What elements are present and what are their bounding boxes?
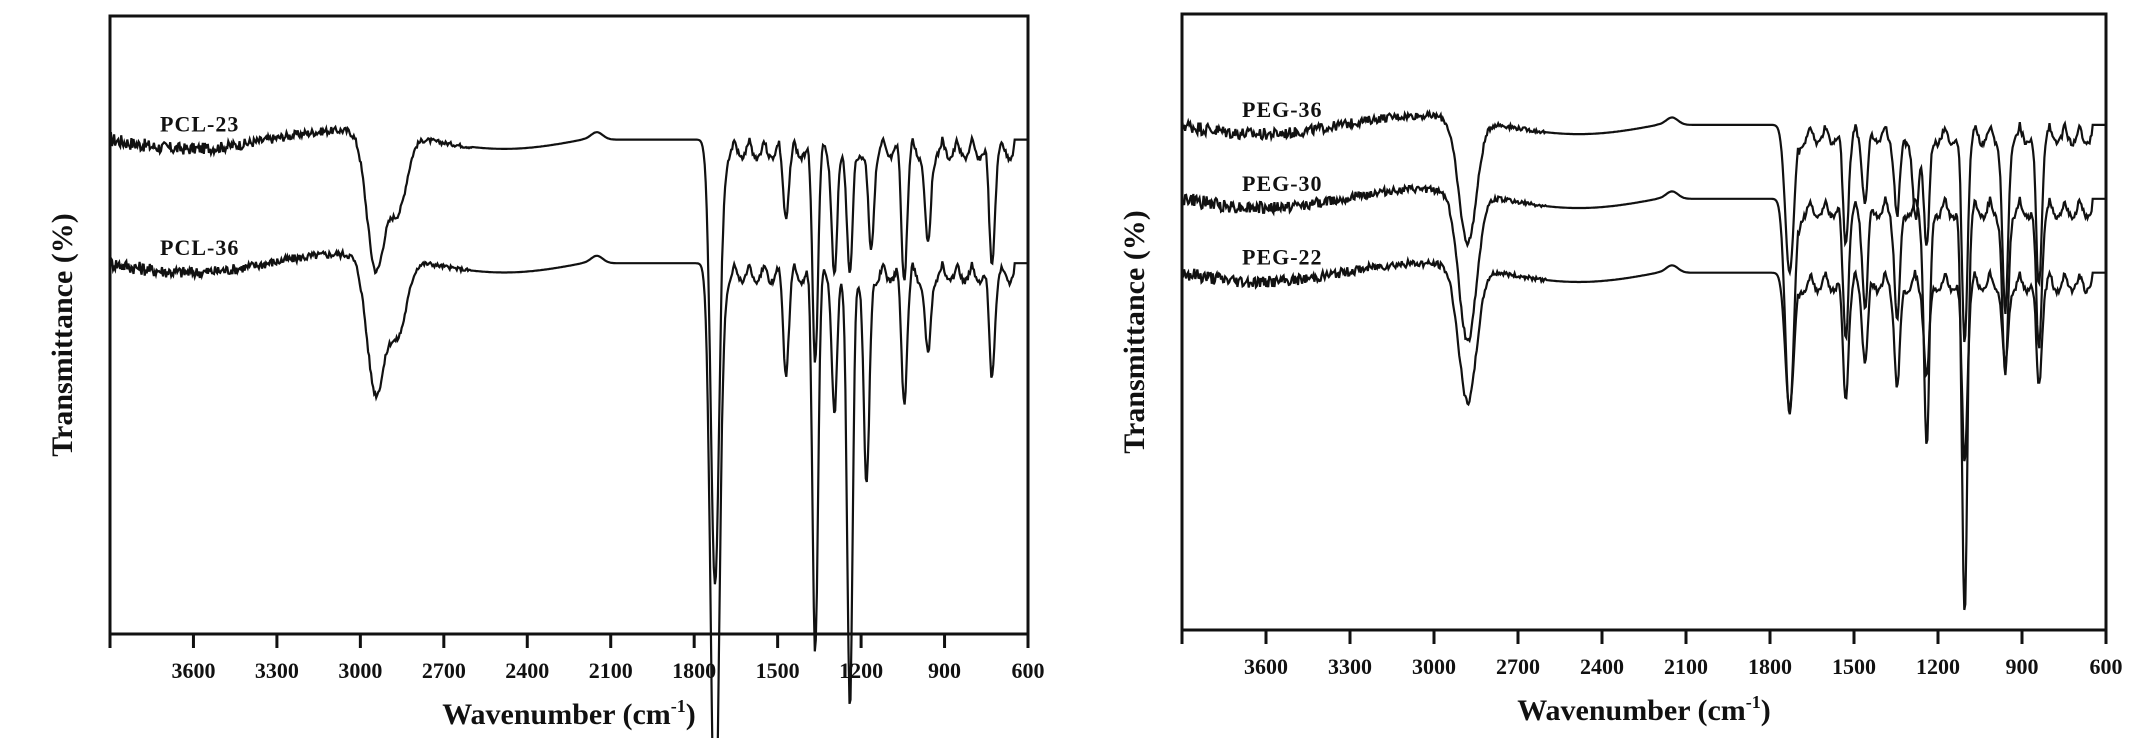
x-tick-label: 3000 [338,658,382,683]
left-chart: 3600 3300 3000 2700 2400 2100 1800 1500 1200 900 6… [46,14,1045,738]
x-axis-title: Wavenumber (cm-1) [442,696,696,731]
x-tick-label: 600 [1012,658,1045,683]
series-label: PCL-36 [160,235,239,260]
left-chart-plot: 3600 3300 3000 2700 2400 2100 1800 1500 1200 900 6… [46,14,1045,738]
x-tick-label: 3300 [1328,654,1372,679]
spectrum-line-peg-36 [1180,108,2106,343]
x-tick-label: 1800 [1748,654,1792,679]
spectrum-line-pcl-23 [109,124,1028,585]
x-tick-label: 1500 [756,658,800,683]
x-tick-label: 1200 [1916,654,1960,679]
x-axis-title: Wavenumber (cm-1) [1517,692,1771,727]
x-tick-label: 3600 [171,658,215,683]
x-tick-label: 1200 [839,658,883,683]
right-chart: 3600 3300 3000 2700 2400 2100 1800 1500 1200 900 6… [1078,0,2156,738]
series-label: PEG-36 [1242,97,1323,122]
spectrum-line-peg-22 [1180,255,2106,462]
x-tick-label: 3600 [1244,654,1288,679]
x-tick-label: 2100 [1664,654,1708,679]
x-tick-label: 2700 [422,658,466,683]
x-tick-label: 2400 [505,658,549,683]
x-tick-label: 900 [928,658,961,683]
right-chart-plot: 3600 3300 3000 2700 2400 2100 1800 1500 1200 900 6… [1118,12,2123,727]
plot-frame [1180,12,2108,632]
x-tick-label: 1500 [1832,654,1876,679]
y-axis-title: Transmittance (%) [46,213,79,457]
x-tick-label: 3000 [1412,654,1456,679]
x-tick-label: 900 [2006,654,2039,679]
x-tick-label: 2100 [589,658,633,683]
plot-frame [108,14,1030,636]
x-tick-label: 1800 [672,658,716,683]
y-axis-title: Transmittance (%) [1118,210,1151,454]
x-tick-label: 600 [2090,654,2123,679]
spectrum-line-peg-30 [1181,183,2106,611]
spectrum-line-pcl-36 [108,247,1028,738]
series-label: PEG-30 [1242,171,1323,196]
series-label: PEG-22 [1242,245,1323,270]
series-label: PCL-23 [160,112,239,137]
x-tick-label: 3300 [255,658,299,683]
x-tick-label: 2400 [1580,654,1624,679]
x-tick-label: 2700 [1496,654,1540,679]
